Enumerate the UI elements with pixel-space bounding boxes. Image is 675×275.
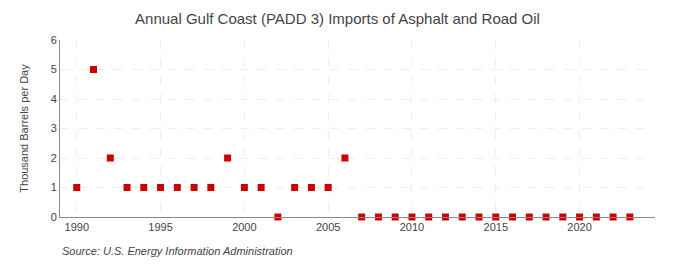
svg-text:3: 3 [51, 122, 57, 134]
svg-text:2020: 2020 [567, 221, 591, 233]
svg-text:Thousand Barrels per Day: Thousand Barrels per Day [18, 64, 30, 193]
svg-text:2010: 2010 [400, 221, 424, 233]
svg-text:1995: 1995 [148, 221, 172, 233]
svg-text:2: 2 [51, 152, 57, 164]
svg-text:5: 5 [51, 63, 57, 75]
svg-text:2005: 2005 [316, 221, 340, 233]
svg-text:2015: 2015 [484, 221, 508, 233]
svg-text:0: 0 [51, 211, 57, 223]
svg-text:Source: U.S. Energy Informatio: Source: U.S. Energy Information Administ… [62, 245, 293, 257]
svg-text:2000: 2000 [232, 221, 256, 233]
svg-text:4: 4 [51, 93, 57, 105]
svg-text:Annual Gulf Coast (PADD 3) Imp: Annual Gulf Coast (PADD 3) Imports of As… [135, 10, 540, 27]
svg-text:1990: 1990 [65, 221, 89, 233]
svg-text:1: 1 [51, 181, 57, 193]
svg-text:6: 6 [51, 34, 57, 46]
